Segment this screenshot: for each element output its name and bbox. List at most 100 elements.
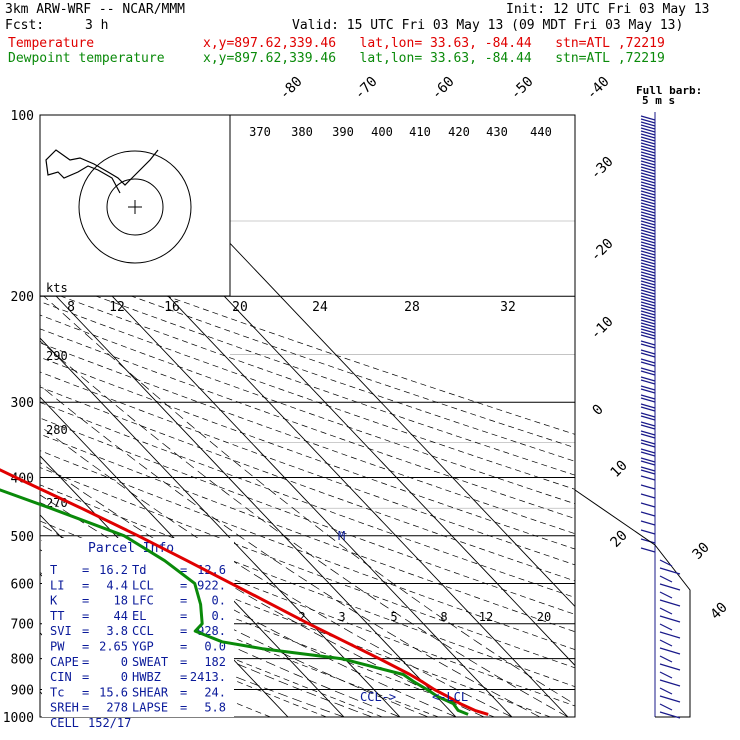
wind-barb bbox=[640, 187, 656, 193]
wind-barb bbox=[640, 415, 656, 421]
parcel-param-name: SREH bbox=[50, 701, 79, 715]
moist-adiabat-line bbox=[40, 340, 569, 717]
wind-barb bbox=[640, 433, 656, 439]
theta-label: 390 bbox=[332, 125, 354, 139]
wind-barb bbox=[640, 349, 656, 355]
pressure-tick-label: 300 bbox=[11, 396, 34, 411]
parcel-param-name: T bbox=[50, 563, 57, 577]
equals-sign: = bbox=[82, 578, 89, 592]
theta-label: 380 bbox=[291, 125, 313, 139]
hodograph-speed-label: 32 bbox=[500, 300, 516, 315]
equals-sign: = bbox=[82, 640, 89, 654]
isotherm-line bbox=[0, 115, 8, 717]
pressure-tick-label: 900 bbox=[11, 683, 34, 698]
wind-barb bbox=[640, 136, 656, 142]
wind-barb bbox=[659, 671, 673, 679]
wind-barb bbox=[640, 316, 656, 322]
wind-barb bbox=[640, 262, 656, 268]
equals-sign: = bbox=[180, 609, 187, 623]
wind-barb bbox=[640, 448, 656, 454]
ccl-annotation: CCL-> bbox=[360, 690, 396, 704]
parcel-param-name: CAPE bbox=[50, 655, 79, 669]
wind-barb bbox=[659, 559, 673, 567]
parcel-param-value: 12.6 bbox=[197, 563, 226, 577]
wind-barb bbox=[640, 340, 656, 346]
dry-adiabat-line bbox=[40, 342, 575, 535]
wind-barb bbox=[640, 286, 656, 292]
wind-barb bbox=[640, 295, 656, 301]
wind-barb bbox=[640, 115, 656, 121]
wind-barb bbox=[640, 235, 656, 241]
wind-barb bbox=[640, 466, 656, 472]
equals-sign: = bbox=[180, 640, 187, 654]
dewpoint-legend-label: Dewpoint temperature bbox=[8, 51, 165, 66]
wind-barb bbox=[640, 145, 656, 151]
wind-barb bbox=[640, 265, 656, 271]
parcel-param-name: LCL bbox=[132, 578, 154, 592]
plot-frame bbox=[39, 114, 576, 718]
equals-sign: = bbox=[82, 594, 89, 608]
isotherm-label: 20 bbox=[608, 528, 631, 551]
parcel-param-value: 2413. bbox=[190, 670, 226, 684]
parcel-param-value: 3.8 bbox=[106, 624, 128, 638]
lcl-annotation: <-LCL bbox=[432, 690, 468, 704]
wind-barb bbox=[659, 647, 681, 655]
temperature-curve bbox=[0, 468, 489, 716]
wind-barb bbox=[640, 124, 656, 130]
wind-barb bbox=[659, 591, 673, 599]
parcel-param-value: 152/17 bbox=[88, 716, 131, 730]
wind-barb bbox=[640, 292, 656, 298]
valid-time: Valid: 15 UTC Fri 03 May 13 (09 MDT Fri … bbox=[292, 18, 684, 33]
wind-barb bbox=[659, 607, 673, 615]
parcel-param-value: 24. bbox=[204, 685, 226, 699]
pressure-tick-label: 800 bbox=[11, 653, 34, 668]
dry-adiabat-line bbox=[40, 287, 575, 476]
wind-barb bbox=[640, 127, 656, 133]
wind-barb bbox=[659, 655, 673, 663]
mixing-ratio-label: 3 bbox=[338, 610, 345, 624]
isotherm-label: -80 bbox=[277, 74, 306, 103]
dewpoint-legend-info: x,y=897.62,339.46 lat,lon= 33.63, -84.44… bbox=[203, 51, 665, 66]
wind-barb bbox=[640, 397, 656, 403]
mixing-ratio-label: 2 bbox=[298, 610, 305, 624]
barb-divider bbox=[574, 489, 656, 546]
wind-barb bbox=[640, 151, 656, 157]
wind-barb bbox=[640, 310, 656, 316]
equals-sign: = bbox=[82, 701, 89, 715]
forecast-label: Fcst: bbox=[5, 18, 45, 33]
wind-barb bbox=[659, 631, 681, 639]
wind-barb bbox=[640, 493, 656, 499]
wind-barb bbox=[640, 259, 656, 265]
isotherm-label: -10 bbox=[588, 314, 617, 343]
wind-barb bbox=[640, 442, 656, 448]
parcel-param-value: 0 bbox=[121, 655, 128, 669]
wind-barb bbox=[640, 178, 656, 184]
wind-barb bbox=[659, 679, 681, 687]
equals-sign: = bbox=[82, 685, 89, 699]
parcel-param-name: TT bbox=[50, 609, 64, 623]
melting-level-marker: M bbox=[338, 529, 345, 543]
sounding-curves: CCL-> <-LCL M bbox=[0, 468, 489, 716]
theta-label: 400 bbox=[371, 125, 393, 139]
hodograph-speed-label: 16 bbox=[164, 300, 180, 315]
parcel-param-value: 18 bbox=[114, 594, 128, 608]
hodograph-ring bbox=[78, 150, 192, 264]
isotherm-line bbox=[40, 337, 401, 717]
mixing-ratio-label: 8 bbox=[440, 610, 447, 624]
isotherm-label: -20 bbox=[588, 236, 617, 265]
wind-barb bbox=[640, 232, 656, 238]
dry-adiabat-line bbox=[40, 433, 575, 633]
wind-barb bbox=[640, 130, 656, 136]
hodograph-trace bbox=[45, 149, 159, 194]
theta-e-label: 280 bbox=[46, 423, 68, 437]
equals-sign: = bbox=[180, 594, 187, 608]
moist-adiabat-line bbox=[43, 295, 575, 705]
wind-barb bbox=[640, 175, 656, 181]
wind-barb bbox=[640, 166, 656, 172]
wind-barb bbox=[640, 307, 656, 313]
dry-adiabat-line bbox=[40, 328, 575, 519]
wind-barb bbox=[640, 388, 656, 394]
equals-sign: = bbox=[180, 578, 187, 592]
wind-barb bbox=[640, 229, 656, 235]
